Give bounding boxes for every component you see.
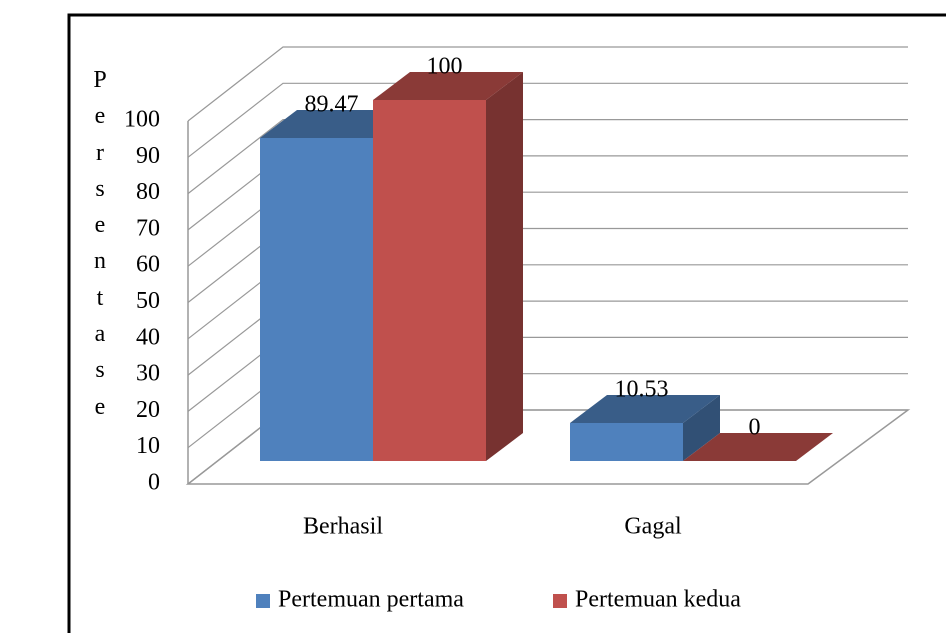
y-tick-label: 50: [136, 288, 160, 314]
bar-front: [570, 422, 683, 461]
legend-label: Pertemuan pertama: [278, 587, 464, 613]
bar: [683, 433, 833, 461]
grid-line: [187, 46, 908, 122]
y-tick-label: 80: [136, 179, 160, 205]
bar-top: [260, 110, 410, 139]
value-label: 10.53: [615, 376, 669, 402]
legend-swatch: [553, 594, 567, 608]
y-tick-label: 40: [136, 324, 160, 350]
value-label: 0: [749, 415, 761, 441]
bar-front: [373, 100, 486, 461]
y-axis-label: Persentase: [93, 67, 107, 420]
x-tick-label: Gagal: [624, 514, 682, 540]
y-tick-label: 100: [124, 107, 160, 133]
bar-front: [260, 138, 373, 461]
bar-top: [373, 72, 523, 100]
bar: [570, 394, 720, 461]
y-tick-label: 70: [136, 215, 160, 241]
legend-label: Pertemuan kedua: [575, 587, 741, 613]
bar-side: [486, 72, 523, 461]
grid-line: [187, 119, 908, 195]
bar-top: [683, 433, 833, 461]
bar: [373, 72, 523, 461]
value-label: 89.47: [305, 92, 359, 118]
y-tick-label: 10: [136, 433, 160, 459]
frame: [67, 13, 946, 633]
bar-top: [570, 394, 720, 423]
y-tick-label: 20: [136, 397, 160, 423]
legend-swatch: [256, 594, 270, 608]
y-tick-label: 30: [136, 361, 160, 387]
x-tick-label: Berhasil: [303, 514, 383, 540]
grid-line: [187, 82, 908, 158]
y-tick-label: 90: [136, 143, 160, 169]
value-label: 100: [427, 54, 463, 80]
bar-side: [683, 394, 720, 461]
y-tick-label: 60: [136, 252, 160, 278]
y-tick-label: 0: [148, 470, 160, 496]
